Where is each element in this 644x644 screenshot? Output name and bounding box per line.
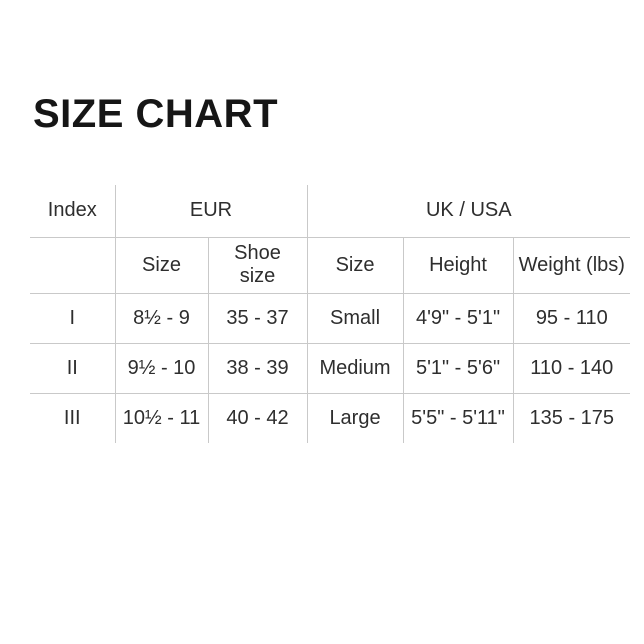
table-row-index-ii: II 9½ - 10 38 - 39 Medium 5'1" - 5'6" 11… bbox=[30, 343, 631, 394]
sub-header-empty-cell bbox=[30, 237, 116, 294]
cell-row2-eur-size: 9½ - 10 bbox=[115, 343, 209, 394]
sub-header-shoe-size: Shoe size bbox=[208, 237, 308, 294]
table-row-index-i: I 8½ - 9 35 - 37 Small 4'9" - 5'1" 95 - … bbox=[30, 293, 631, 344]
column-group-uk-usa: UK / USA bbox=[307, 185, 631, 238]
sub-header-row: Size Shoe size Size Height Weight (lbs) bbox=[30, 237, 631, 294]
column-group-index: Index bbox=[30, 185, 116, 238]
cell-row1-eur-size: 8½ - 9 bbox=[115, 293, 209, 344]
cell-row3-shoe-size: 40 - 42 bbox=[208, 393, 308, 443]
sub-header-weight: Weight (lbs) bbox=[513, 237, 631, 294]
sub-header-height: Height bbox=[403, 237, 514, 294]
cell-row3-index: III bbox=[30, 393, 116, 443]
column-group-eur: EUR bbox=[115, 185, 308, 238]
cell-row1-index: I bbox=[30, 293, 116, 344]
cell-row2-height: 5'1" - 5'6" bbox=[403, 343, 514, 394]
cell-row3-weight: 135 - 175 bbox=[529, 406, 615, 429]
cell-row3-height: 5'5" - 5'11" bbox=[403, 393, 514, 443]
cell-row2-uk-size: Medium bbox=[307, 343, 404, 394]
sub-header-eur-size: Size bbox=[115, 237, 209, 294]
page-title: SIZE CHART bbox=[33, 92, 278, 136]
cell-row2-weight: 110 - 140 bbox=[513, 343, 631, 394]
cell-row1-height: 4'9" - 5'1" bbox=[403, 293, 514, 344]
cell-row2-index: II bbox=[30, 343, 116, 394]
column-group-header-row: Index EUR UK / USA bbox=[30, 185, 631, 238]
cell-row3-eur-size: 10½ - 11 bbox=[115, 393, 209, 443]
cell-row1-weight: 95 - 110 bbox=[513, 293, 631, 344]
table-row-index-iii: III 10½ - 11 40 - 42 Large 5'5" - 5'11" … bbox=[30, 393, 630, 443]
cell-row1-shoe-size: 35 - 37 bbox=[208, 293, 308, 344]
cell-row3-uk-size: Large bbox=[307, 393, 404, 443]
cell-row1-uk-size: Small bbox=[307, 293, 404, 344]
size-chart-table: Index EUR UK / USA Size Shoe size Size H… bbox=[30, 185, 631, 443]
sub-header-uk-size: Size bbox=[307, 237, 404, 294]
sub-header-shoe-size-label: Shoe size bbox=[234, 242, 281, 287]
cell-row2-shoe-size: 38 - 39 bbox=[208, 343, 308, 394]
